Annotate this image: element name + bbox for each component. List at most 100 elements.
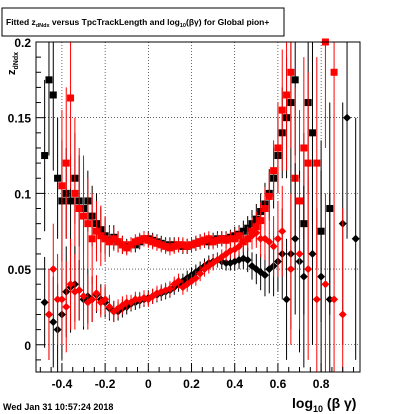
data-point-square (308, 129, 316, 137)
data-point-square (330, 68, 338, 76)
data-point-square (170, 242, 178, 250)
x-tick-label: 0.8 (313, 377, 330, 391)
data-point-diamond (256, 234, 265, 243)
data-point-square (101, 235, 109, 243)
data-point-square (136, 236, 144, 244)
x-tick-label: 0 (145, 377, 152, 391)
data-point-square (75, 205, 83, 213)
data-point-square (183, 242, 191, 250)
data-point-diamond (273, 234, 282, 243)
data-point-square (118, 241, 126, 249)
data-point-square (283, 91, 291, 99)
y-tick-label: 0.05 (8, 263, 32, 277)
data-point-diamond (351, 234, 360, 243)
data-point-diamond (53, 295, 62, 304)
y-axis-label: zdNdx (6, 52, 20, 75)
data-point-diamond (101, 295, 110, 304)
data-point-diamond (312, 295, 321, 304)
data-point-diamond (317, 272, 326, 281)
data-point-diamond (222, 259, 231, 268)
series-group (44, 178, 347, 372)
data-point-diamond (122, 298, 131, 307)
data-point-diamond (330, 295, 339, 304)
y-axis-ticks: 0 0.05 0.1 0.15 0.2 (8, 36, 45, 361)
data-series (40, 38, 360, 372)
data-point-square (179, 241, 187, 249)
data-point-diamond (308, 249, 317, 258)
data-point-square (200, 236, 208, 244)
data-point-diamond (338, 310, 347, 319)
data-point-square (218, 235, 226, 243)
data-point-diamond (282, 295, 291, 304)
x-axis-ticks: -0.4 -0.2 0 0.2 0.4 0.6 0.8 (39, 363, 355, 391)
data-point-square (231, 235, 239, 243)
data-point-diamond (92, 289, 101, 298)
data-point-square (278, 106, 286, 114)
data-point-square (71, 189, 79, 197)
data-point-diamond (235, 242, 244, 251)
data-point-square (54, 174, 62, 182)
y-tick-label: 0.15 (8, 112, 32, 126)
data-point-square (45, 76, 53, 84)
data-point-square (58, 182, 66, 190)
data-point-square (270, 167, 278, 175)
data-point-square (175, 241, 183, 249)
data-point-diamond (252, 228, 261, 237)
x-axis-label: log10 (β γ) (292, 395, 356, 414)
data-point-diamond (278, 227, 287, 236)
data-point-diamond (260, 271, 269, 280)
data-point-square (226, 235, 234, 243)
data-point-square (97, 232, 105, 240)
y-tick-label: 0.2 (14, 36, 31, 50)
data-point-diamond (79, 292, 88, 301)
data-point-diamond (165, 284, 174, 293)
data-point-diamond (343, 113, 352, 122)
data-point-square (274, 144, 282, 152)
data-point-diamond (196, 269, 205, 278)
data-point-diamond (321, 280, 330, 289)
data-point-square (92, 227, 100, 235)
plot-frame-border (35, 41, 361, 373)
data-point-square (261, 205, 269, 213)
data-point-square (162, 242, 170, 250)
x-tick-label: 0.6 (270, 377, 287, 391)
timestamp-footer: Wed Jan 31 10:57:24 2018 (3, 402, 113, 412)
x-tick-label: -0.4 (52, 377, 73, 391)
data-point-diamond (265, 237, 274, 246)
data-point-square (313, 159, 321, 167)
data-point-square (192, 239, 200, 247)
data-point-diamond (44, 310, 53, 319)
data-point-square (188, 241, 196, 249)
data-point-diamond (66, 280, 75, 289)
data-point-square (222, 236, 230, 244)
x-tick-label: 0.2 (183, 377, 200, 391)
data-point-diamond (131, 295, 140, 304)
data-point-square (300, 144, 308, 152)
data-point-square (62, 159, 70, 167)
data-point-diamond (291, 234, 300, 243)
x-tick-label: 0.4 (226, 377, 243, 391)
data-point-square (84, 220, 92, 228)
data-point-square (140, 235, 148, 243)
data-point-diamond (75, 286, 84, 295)
data-point-square (166, 244, 174, 252)
data-point-square (80, 212, 88, 220)
data-point-square (105, 238, 113, 246)
data-point-square (123, 244, 131, 252)
data-point-square (153, 239, 161, 247)
title-box: Fitted zdNdx versus TpcTrackLength and l… (1, 7, 285, 37)
data-point-diamond (174, 277, 183, 286)
data-point-diamond (105, 302, 114, 311)
data-point-diamond (40, 298, 49, 307)
data-point-square (67, 94, 75, 102)
data-point-square (213, 236, 221, 244)
data-point-square (110, 235, 118, 243)
x-tick-label: -0.2 (95, 377, 116, 391)
data-point-square (144, 236, 152, 244)
data-point-square (88, 235, 96, 243)
chart-title: Fitted zdNdx versus TpcTrackLength and l… (6, 17, 269, 29)
data-point-diamond (325, 295, 334, 304)
data-point-diamond (243, 255, 252, 264)
data-point-square (114, 238, 122, 246)
